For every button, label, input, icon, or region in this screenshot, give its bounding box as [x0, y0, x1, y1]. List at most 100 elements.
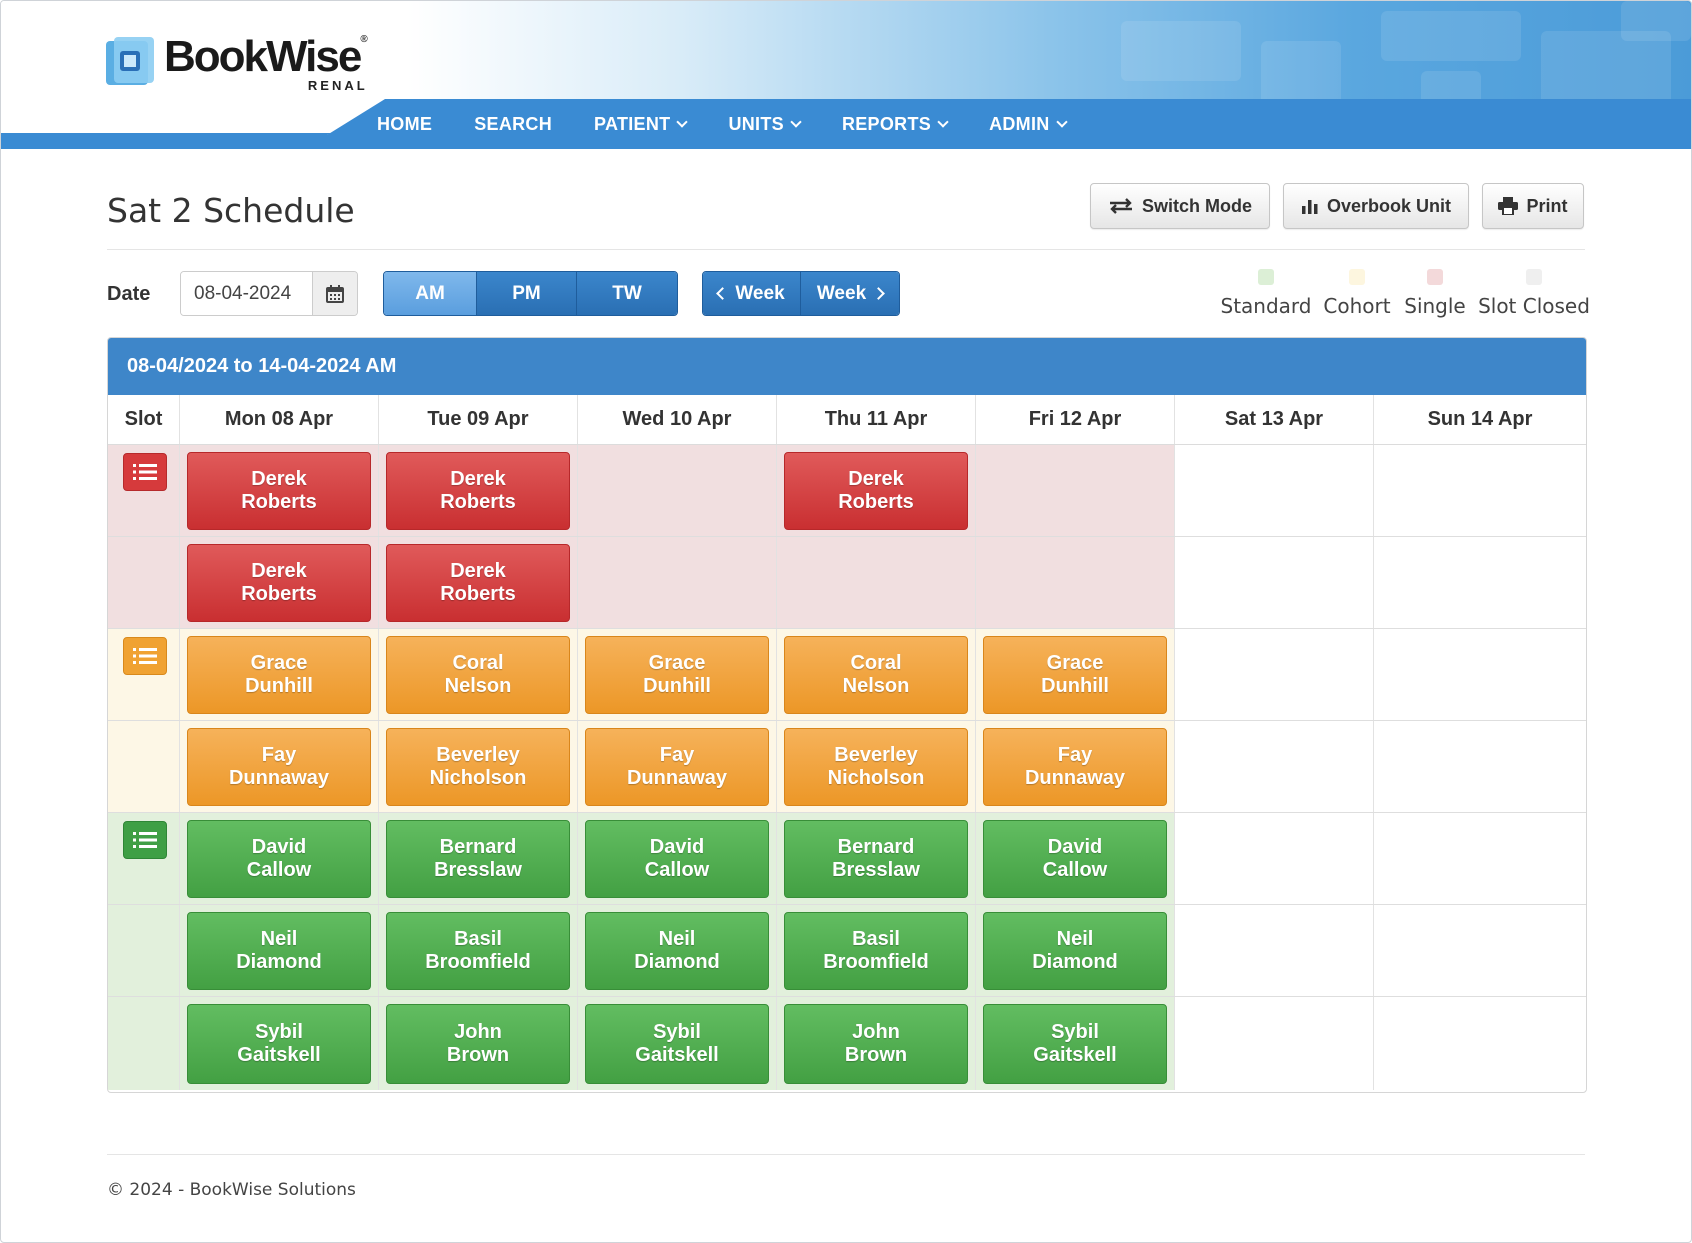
patient-booking[interactable]: Derek Roberts [187, 544, 371, 622]
schedule-cell[interactable]: Basil Broomfield [777, 905, 976, 996]
schedule-cell[interactable] [578, 537, 777, 628]
schedule-cell[interactable]: Grace Dunhill [180, 629, 379, 720]
schedule-range-title: 08-04/2024 to 14-04-2024 AM [108, 338, 1586, 395]
slot-cell [108, 905, 180, 996]
patient-booking[interactable]: Derek Roberts [187, 452, 371, 530]
patient-booking[interactable]: Coral Nelson [784, 636, 968, 714]
switch-mode-button[interactable]: Switch Mode [1090, 183, 1270, 229]
slot-list-button[interactable] [123, 453, 167, 491]
schedule-cell[interactable] [777, 537, 976, 628]
patient-booking[interactable]: Fay Dunnaway [585, 728, 769, 806]
session-am-button[interactable]: AM [384, 272, 477, 315]
nav-patient[interactable]: PATIENT [594, 114, 689, 135]
prev-week-button[interactable]: Week [703, 272, 801, 315]
patient-booking[interactable]: Derek Roberts [784, 452, 968, 530]
nav-search[interactable]: SEARCH [474, 113, 553, 134]
nav-admin[interactable]: ADMIN [989, 114, 1068, 135]
nav-home[interactable]: HOME [377, 113, 433, 134]
schedule-cell[interactable]: Neil Diamond [578, 905, 777, 996]
schedule-cell[interactable]: Neil Diamond [976, 905, 1175, 996]
schedule-cell[interactable]: Derek Roberts [180, 537, 379, 628]
logo-registered: ® [360, 34, 368, 45]
schedule-cell[interactable]: Fay Dunnaway [976, 721, 1175, 812]
schedule-cell[interactable]: Beverley Nicholson [379, 721, 578, 812]
next-week-button[interactable]: Week [801, 272, 899, 315]
patient-booking[interactable]: Fay Dunnaway [187, 728, 371, 806]
schedule-cell[interactable]: Derek Roberts [180, 445, 379, 536]
session-pm-button[interactable]: PM [477, 272, 577, 315]
schedule-cell[interactable]: Bernard Bresslaw [379, 813, 578, 904]
schedule-cell[interactable]: David Callow [976, 813, 1175, 904]
schedule-cell[interactable]: Coral Nelson [777, 629, 976, 720]
calendar-icon [326, 284, 344, 303]
patient-last-name: Nicholson [429, 767, 527, 789]
patient-last-name: Dunnaway [228, 767, 330, 789]
patient-booking[interactable]: Fay Dunnaway [983, 728, 1167, 806]
schedule-cell[interactable]: Fay Dunnaway [180, 721, 379, 812]
schedule-cell[interactable]: Coral Nelson [379, 629, 578, 720]
patient-booking[interactable]: Basil Broomfield [386, 912, 570, 990]
schedule-cell[interactable]: Derek Roberts [379, 445, 578, 536]
patient-booking[interactable]: Bernard Bresslaw [386, 820, 570, 898]
schedule-cell[interactable]: John Brown [379, 997, 578, 1090]
patient-booking[interactable]: Derek Roberts [386, 544, 570, 622]
nav-units[interactable]: UNITS [728, 114, 802, 135]
schedule-cell [1175, 813, 1374, 904]
patient-last-name: Nelson [842, 675, 910, 697]
schedule-cell[interactable] [578, 445, 777, 536]
patient-booking[interactable]: Sybil Gaitskell [585, 1004, 769, 1084]
patient-last-name: Gaitskell [1033, 1044, 1117, 1066]
patient-booking[interactable]: Sybil Gaitskell [983, 1004, 1167, 1084]
schedule-cell[interactable]: Grace Dunhill [976, 629, 1175, 720]
patient-booking[interactable]: Neil Diamond [187, 912, 371, 990]
schedule-cell[interactable]: David Callow [180, 813, 379, 904]
patient-booking[interactable]: Coral Nelson [386, 636, 570, 714]
calendar-button[interactable] [312, 272, 357, 315]
patient-booking[interactable]: Bernard Bresslaw [784, 820, 968, 898]
schedule-cell [1374, 445, 1586, 536]
patient-booking[interactable]: Beverley Nicholson [386, 728, 570, 806]
patient-booking[interactable]: David Callow [983, 820, 1167, 898]
schedule-cell[interactable]: Sybil Gaitskell [180, 997, 379, 1090]
patient-booking[interactable]: Derek Roberts [386, 452, 570, 530]
patient-booking[interactable]: Sybil Gaitskell [187, 1004, 371, 1084]
print-button[interactable]: Print [1482, 183, 1584, 229]
schedule-cell[interactable]: Neil Diamond [180, 905, 379, 996]
patient-booking[interactable]: Neil Diamond [585, 912, 769, 990]
schedule-cell[interactable]: Derek Roberts [379, 537, 578, 628]
patient-booking[interactable]: Neil Diamond [983, 912, 1167, 990]
legend-swatch [1258, 269, 1274, 285]
logo[interactable]: BookWise® RENAL [106, 35, 368, 92]
patient-booking[interactable]: Beverley Nicholson [784, 728, 968, 806]
patient-booking[interactable]: Grace Dunhill [983, 636, 1167, 714]
patient-booking[interactable]: John Brown [784, 1004, 968, 1084]
patient-last-name: Brown [446, 1044, 510, 1066]
schedule-cell[interactable]: Basil Broomfield [379, 905, 578, 996]
patient-booking[interactable]: Grace Dunhill [585, 636, 769, 714]
date-input[interactable] [181, 272, 312, 315]
schedule-cell[interactable]: Grace Dunhill [578, 629, 777, 720]
schedule-cell[interactable]: Derek Roberts [777, 445, 976, 536]
patient-booking[interactable]: Grace Dunhill [187, 636, 371, 714]
slot-list-button[interactable] [123, 637, 167, 675]
schedule-cell[interactable]: Fay Dunnaway [578, 721, 777, 812]
schedule-cell[interactable]: Sybil Gaitskell [578, 997, 777, 1090]
schedule-cell[interactable]: Bernard Bresslaw [777, 813, 976, 904]
overbook-unit-button[interactable]: Overbook Unit [1283, 183, 1469, 229]
schedule-cell[interactable]: John Brown [777, 997, 976, 1090]
patient-booking[interactable]: David Callow [585, 820, 769, 898]
schedule-cell[interactable]: Sybil Gaitskell [976, 997, 1175, 1090]
schedule-cell [1175, 997, 1374, 1090]
schedule-cell[interactable]: Beverley Nicholson [777, 721, 976, 812]
patient-first-name: Fay [261, 744, 297, 766]
patient-booking[interactable]: Basil Broomfield [784, 912, 968, 990]
schedule-cell[interactable]: David Callow [578, 813, 777, 904]
schedule-cell[interactable] [976, 445, 1175, 536]
slot-list-button[interactable] [123, 821, 167, 859]
session-tw-button[interactable]: TW [577, 272, 677, 315]
nav-reports[interactable]: REPORTS [842, 114, 949, 135]
patient-booking[interactable]: John Brown [386, 1004, 570, 1084]
patient-booking[interactable]: David Callow [187, 820, 371, 898]
schedule-cell[interactable] [976, 537, 1175, 628]
